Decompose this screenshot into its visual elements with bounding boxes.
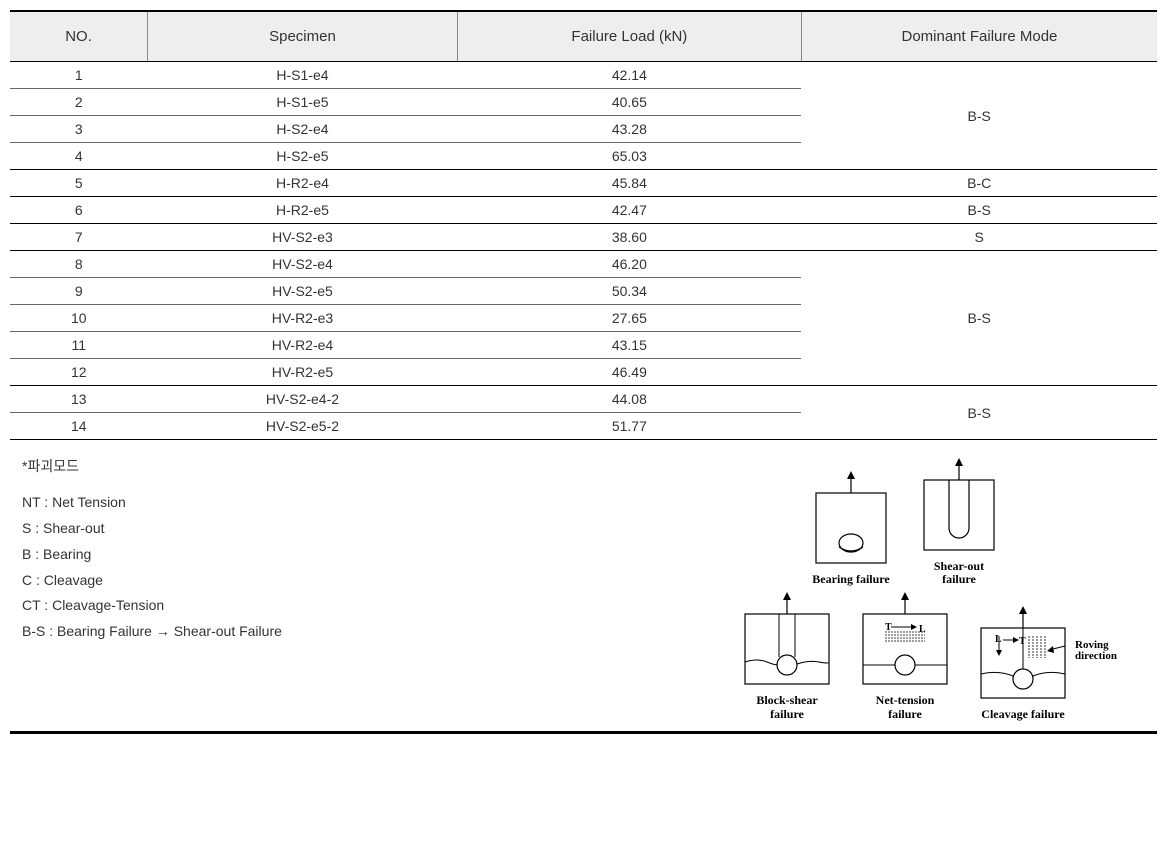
cell-no: 8: [10, 251, 148, 278]
diagram-nettension: T L Net-tensionfailure: [855, 592, 955, 720]
shearout-icon: [914, 458, 1004, 558]
legend-item: S : Shear-out: [22, 516, 645, 542]
diagram-label: Shear-outfailure: [934, 560, 984, 586]
cell-no: 9: [10, 278, 148, 305]
cell-no: 13: [10, 386, 148, 413]
table-body: 1H-S1-e442.14B-S2H-S1-e540.653H-S2-e443.…: [10, 62, 1157, 440]
diagram-label: Net-tensionfailure: [876, 694, 935, 720]
cell-mode: B-S: [801, 386, 1157, 440]
cell-no: 3: [10, 116, 148, 143]
results-table: NO. Specimen Failure Load (kN) Dominant …: [10, 12, 1157, 440]
cell-load: 42.14: [457, 62, 801, 89]
cell-no: 6: [10, 197, 148, 224]
cell-mode: B-S: [801, 62, 1157, 170]
diagram-label: Cleavage failure: [981, 708, 1064, 721]
cell-load: 43.15: [457, 332, 801, 359]
cell-spec: H-R2-e4: [148, 170, 458, 197]
cell-no: 11: [10, 332, 148, 359]
cell-load: 45.84: [457, 170, 801, 197]
legend-item: B : Bearing: [22, 542, 645, 568]
table-row: 5H-R2-e445.84B-C: [10, 170, 1157, 197]
col-header-load: Failure Load (kN): [457, 12, 801, 62]
table-row: 13HV-S2-e4-244.08B-S: [10, 386, 1157, 413]
svg-text:T: T: [885, 622, 892, 633]
header-row: NO. Specimen Failure Load (kN) Dominant …: [10, 12, 1157, 62]
cell-spec: HV-S2-e5: [148, 278, 458, 305]
cell-no: 2: [10, 89, 148, 116]
table-row: 1H-S1-e442.14B-S: [10, 62, 1157, 89]
cell-spec: HV-S2-e4-2: [148, 386, 458, 413]
diagram-shearout: Shear-outfailure: [914, 458, 1004, 586]
cell-mode: B-S: [801, 251, 1157, 386]
diagram-row-bottom: Block-shearfailure T L: [665, 592, 1145, 720]
blockshear-icon: [737, 592, 837, 692]
cell-spec: HV-S2-e5-2: [148, 413, 458, 440]
diagram-blockshear: Block-shearfailure: [737, 592, 837, 720]
cell-no: 12: [10, 359, 148, 386]
cell-load: 38.60: [457, 224, 801, 251]
diagram-cleavage: L T: [973, 606, 1073, 721]
col-header-no: NO.: [10, 12, 148, 62]
diagram-bearing: Bearing failure: [806, 471, 896, 586]
col-header-specimen: Specimen: [148, 12, 458, 62]
legend-item: NT : Net Tension: [22, 490, 645, 516]
col-header-mode: Dominant Failure Mode: [801, 12, 1157, 62]
cell-spec: HV-S2-e3: [148, 224, 458, 251]
diagram-label: Block-shearfailure: [756, 694, 817, 720]
legend-item: C : Cleavage: [22, 568, 645, 594]
cell-load: 40.65: [457, 89, 801, 116]
cell-load: 43.28: [457, 116, 801, 143]
cell-spec: H-S1-e5: [148, 89, 458, 116]
cell-load: 46.49: [457, 359, 801, 386]
cell-no: 1: [10, 62, 148, 89]
footer-section: *파괴모드 NT : Net TensionS : Shear-outB : B…: [10, 440, 1157, 732]
cell-no: 10: [10, 305, 148, 332]
cell-no: 14: [10, 413, 148, 440]
cell-spec: HV-R2-e5: [148, 359, 458, 386]
cell-spec: H-R2-e5: [148, 197, 458, 224]
cell-mode: B-C: [801, 170, 1157, 197]
cell-spec: HV-R2-e4: [148, 332, 458, 359]
cell-mode: B-S: [801, 197, 1157, 224]
legend-title: *파괴모드: [22, 454, 645, 480]
cell-spec: H-S2-e5: [148, 143, 458, 170]
cell-load: 27.65: [457, 305, 801, 332]
diagram-row-top: Bearing failure Shear-outfailure: [665, 458, 1145, 586]
cell-spec: H-S1-e4: [148, 62, 458, 89]
cell-no: 5: [10, 170, 148, 197]
nettension-icon: T L: [855, 592, 955, 692]
legend-item: B-S : Bearing Failure → Shear-out Failur…: [22, 619, 645, 645]
table-row: 6H-R2-e542.47B-S: [10, 197, 1157, 224]
cell-no: 7: [10, 224, 148, 251]
table-row: 7HV-S2-e338.60S: [10, 224, 1157, 251]
legend-item: CT : Cleavage-Tension: [22, 593, 645, 619]
cell-no: 4: [10, 143, 148, 170]
diagram-label: Bearing failure: [812, 573, 889, 586]
cell-spec: HV-S2-e4: [148, 251, 458, 278]
cell-mode: S: [801, 224, 1157, 251]
cell-spec: HV-R2-e3: [148, 305, 458, 332]
cell-load: 65.03: [457, 143, 801, 170]
failure-mode-legend: *파괴모드 NT : Net TensionS : Shear-outB : B…: [22, 454, 645, 721]
cleavage-icon: L T: [973, 606, 1073, 706]
bearing-icon: [806, 471, 896, 571]
table-row: 8HV-S2-e446.20B-S: [10, 251, 1157, 278]
svg-text:L: L: [919, 624, 926, 635]
roving-direction-label: Roving direction: [1075, 640, 1135, 663]
document-container: NO. Specimen Failure Load (kN) Dominant …: [10, 10, 1157, 734]
cell-load: 42.47: [457, 197, 801, 224]
cell-load: 44.08: [457, 386, 801, 413]
cell-load: 46.20: [457, 251, 801, 278]
cell-load: 51.77: [457, 413, 801, 440]
cell-spec: H-S2-e4: [148, 116, 458, 143]
svg-text:T: T: [1019, 636, 1026, 647]
failure-diagrams: Bearing failure Shear-outfailure: [665, 454, 1145, 721]
cell-load: 50.34: [457, 278, 801, 305]
